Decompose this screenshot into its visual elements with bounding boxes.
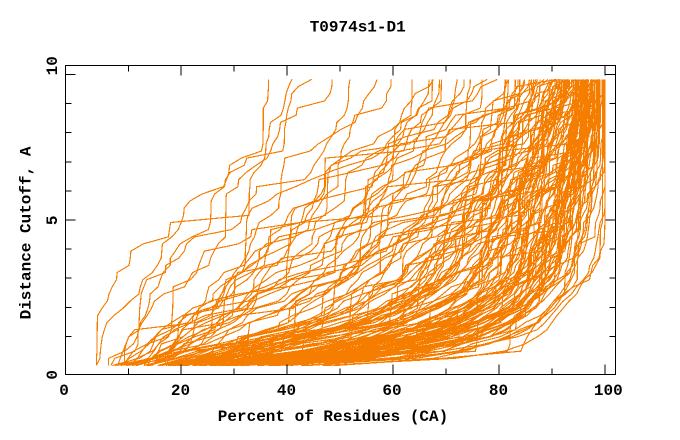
svg-text:0: 0	[44, 370, 62, 380]
svg-text:40: 40	[277, 382, 296, 400]
svg-text:80: 80	[489, 382, 508, 400]
svg-text:20: 20	[171, 382, 190, 400]
svg-text:5: 5	[44, 215, 62, 225]
svg-text:Distance Cutoff, A: Distance Cutoff, A	[17, 146, 35, 319]
svg-text:100: 100	[594, 382, 623, 400]
svg-text:10: 10	[44, 56, 62, 75]
svg-text:Percent of Residues (CA): Percent of Residues (CA)	[218, 408, 448, 426]
svg-text:60: 60	[382, 382, 401, 400]
svg-text:T0974s1-D1: T0974s1-D1	[310, 19, 406, 37]
svg-text:0: 0	[59, 382, 69, 400]
